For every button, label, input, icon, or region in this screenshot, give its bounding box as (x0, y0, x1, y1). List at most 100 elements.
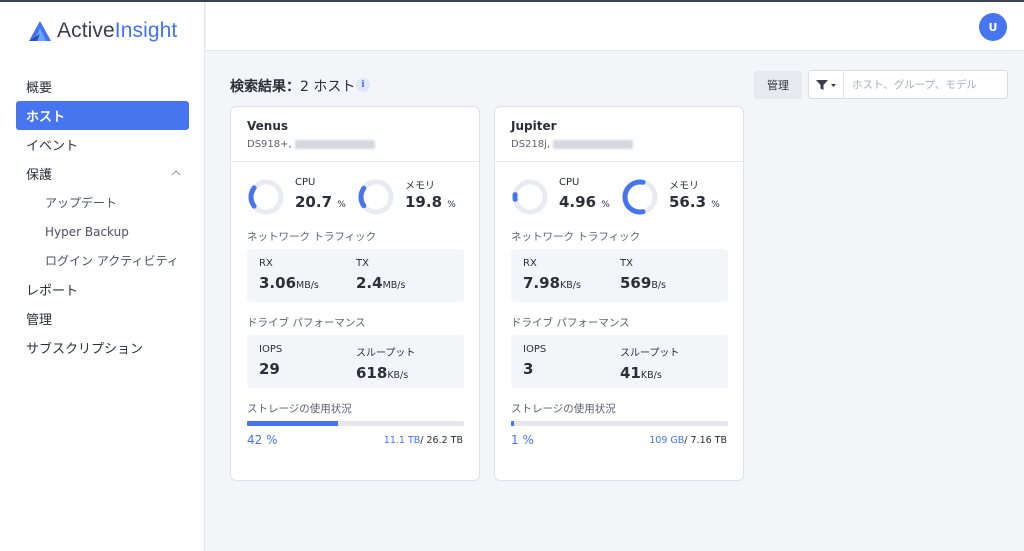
rx-stat: RX 7.98KB/s (523, 258, 581, 292)
throughput-value: 41KB/s (620, 364, 662, 382)
sidebar-item-label: ログイン アクティビティ (45, 254, 179, 268)
tx-value: 2.4MB/s (356, 274, 406, 292)
user-avatar[interactable]: U (979, 13, 1007, 41)
logo-text: ActiveInsight (57, 19, 178, 42)
redacted-serial (553, 140, 634, 149)
info-icon[interactable]: i (356, 78, 370, 92)
usage-gauges: CPU 4.96 % メモリ 56.3 % (511, 176, 731, 216)
network-section-label: ネットワーク トラフィック (247, 231, 377, 243)
host-card-venus[interactable]: Venus DS918+, CPU 20.7 % メモリ 19.8 % ネットワ… (230, 106, 480, 481)
throughput-stat: スループット 41KB/s (620, 344, 679, 382)
tx-label: TX (620, 258, 633, 269)
memory-gauge-ring (358, 179, 394, 215)
chevron-up-icon (171, 170, 181, 176)
storage-usage-fill (511, 421, 515, 426)
throughput-stat: スループット 618KB/s (356, 344, 415, 382)
cpu-label: CPU (559, 177, 580, 188)
sidebar-item-label: 概要 (26, 81, 53, 96)
storage-percent: 42 % (247, 433, 278, 447)
storage-usage-fill (247, 421, 339, 426)
sidebar-item-label: Hyper Backup (45, 224, 129, 239)
sidebar-item-updates[interactable]: アップデート (16, 188, 189, 217)
gauge-value-arc (248, 179, 284, 215)
sidebar-item-management[interactable]: 管理 (16, 304, 189, 333)
cpu-gauge-ring (512, 179, 548, 215)
throughput-label: スループット (356, 348, 416, 359)
search-input[interactable] (844, 78, 1004, 91)
memory-label: メモリ (669, 181, 699, 192)
storage-percent: 1 % (511, 433, 534, 447)
throughput-value: 618KB/s (356, 364, 409, 382)
host-name[interactable]: Venus (247, 119, 288, 133)
host-name[interactable]: Jupiter (511, 119, 557, 133)
cpu-gauge: CPU 20.7 % (247, 176, 357, 216)
cpu-value: 20.7 % (295, 193, 346, 211)
app-logo[interactable]: ActiveInsight (28, 16, 177, 46)
sidebar-item-subscription[interactable]: サブスクリプション (16, 333, 189, 362)
sidebar-item-label: アップデート (45, 196, 118, 210)
iops-label: IOPS (259, 344, 283, 355)
storage-section-label: ストレージの使用状況 (247, 403, 352, 415)
tx-value: 569B/s (620, 274, 666, 292)
tx-label: TX (356, 258, 369, 269)
gauge-value-arc (358, 179, 394, 215)
rx-label: RX (259, 258, 273, 269)
sidebar-item-reports[interactable]: レポート (16, 275, 189, 304)
sidebar-nav: 概要 ホスト イベント 保護 アップデート Hyper Backup ログイン … (16, 72, 189, 362)
iops-stat: IOPS 29 (259, 344, 282, 378)
tx-stat: TX 2.4MB/s (356, 258, 405, 292)
tx-stat: TX 569B/s (620, 258, 666, 292)
sidebar-item-label: 保護 (26, 168, 53, 183)
storage-size: 11.1 TB/ 26.2 TB (383, 435, 463, 446)
host-card-header: Venus DS918+, (231, 107, 479, 162)
host-card-header: Jupiter DS218j, (495, 107, 743, 162)
iops-stat: IOPS 3 (523, 344, 546, 378)
usage-gauges: CPU 20.7 % メモリ 19.8 % (247, 176, 467, 216)
memory-value: 19.8 % (405, 193, 456, 211)
gauge-value-arc (622, 179, 658, 215)
storage-usage-bar (511, 421, 728, 426)
rx-label: RX (523, 258, 537, 269)
cpu-gauge-ring (248, 179, 284, 215)
sidebar-item-hyper-backup[interactable]: Hyper Backup (16, 217, 189, 246)
storage-size: 109 GB/ 7.16 TB (649, 435, 727, 446)
manage-button[interactable]: 管理 (754, 71, 802, 99)
host-model: DS218j, (511, 139, 727, 150)
sidebar-item-protection[interactable]: 保護 (16, 159, 189, 188)
filter-dropdown-button[interactable] (809, 71, 844, 98)
sidebar-item-login-activity[interactable]: ログイン アクティビティ (16, 246, 189, 275)
throughput-label: スループット (620, 348, 680, 359)
sidebar: ActiveInsight 概要 ホスト イベント 保護 アップデート Hype… (0, 2, 205, 551)
memory-gauge: メモリ 56.3 % (621, 176, 731, 216)
sidebar-item-events[interactable]: イベント (16, 130, 189, 159)
sidebar-item-overview[interactable]: 概要 (16, 72, 189, 101)
top-accent-line (0, 0, 1024, 2)
sidebar-item-label: サブスクリプション (26, 342, 144, 357)
host-card-jupiter[interactable]: Jupiter DS218j, CPU 4.96 % メモリ 56.3 % ネッ… (494, 106, 744, 481)
host-count: 2 ホスト (300, 79, 356, 95)
drive-stats: IOPS 29 スループット 618KB/s (247, 335, 464, 388)
memory-value: 56.3 % (669, 193, 720, 211)
drive-section-label: ドライブ パフォーマンス (247, 317, 366, 329)
sidebar-item-label: イベント (26, 139, 79, 154)
storage-section-label: ストレージの使用状況 (511, 403, 616, 415)
rx-stat: RX 3.06MB/s (259, 258, 319, 292)
sidebar-item-hosts[interactable]: ホスト (16, 101, 189, 130)
page-title: 検索結果：2 ホスト (230, 79, 356, 95)
drive-section-label: ドライブ パフォーマンス (511, 317, 630, 329)
gauge-track (512, 179, 548, 215)
rx-value: 3.06MB/s (259, 274, 319, 292)
gauge-value-arc (512, 179, 548, 215)
cpu-gauge: CPU 4.96 % (511, 176, 621, 216)
memory-gauge: メモリ 19.8 % (357, 176, 467, 216)
network-stats: RX 3.06MB/s TX 2.4MB/s (247, 249, 464, 302)
network-section-label: ネットワーク トラフィック (511, 231, 641, 243)
memory-gauge-ring (622, 179, 658, 215)
top-bar: U (206, 2, 1024, 51)
iops-value: 3 (523, 360, 534, 378)
search-box (808, 70, 1008, 99)
storage-usage-bar (247, 421, 464, 426)
rx-value: 7.98KB/s (523, 274, 581, 292)
cpu-label: CPU (295, 177, 316, 188)
cpu-value: 4.96 % (559, 193, 610, 211)
